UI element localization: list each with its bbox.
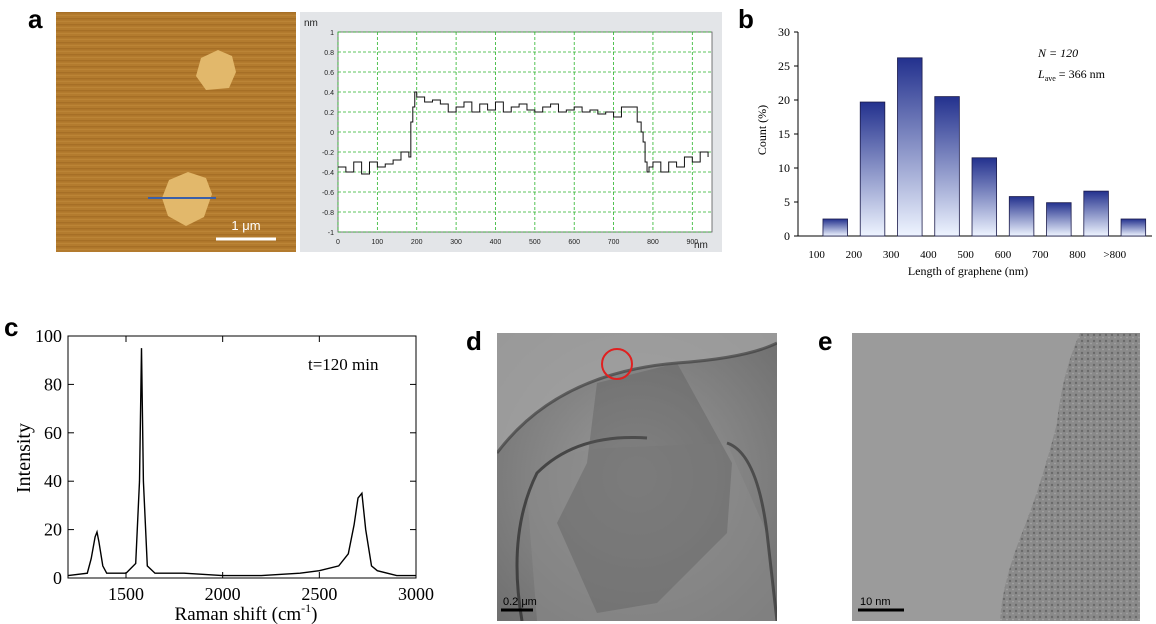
histogram-bar bbox=[971, 157, 998, 237]
profile-x-unit: nm bbox=[694, 240, 708, 251]
raman-x-label: Raman shift (cm-1) bbox=[175, 601, 318, 624]
histogram-bar bbox=[859, 101, 886, 237]
histogram-l-annotation: Lave = 366 nm bbox=[1037, 67, 1106, 83]
panel-letter-e: e bbox=[818, 326, 833, 356]
histogram-y-tick-label: 10 bbox=[778, 161, 790, 175]
raman-x-tick-label: 2000 bbox=[205, 584, 241, 604]
raman-y-label: Intensity bbox=[13, 423, 35, 493]
histogram-bar bbox=[1046, 202, 1072, 237]
histogram-n-annotation: N = 120 bbox=[1037, 46, 1078, 60]
histogram-x-tick-label: 400 bbox=[920, 249, 937, 261]
histogram-y-tick-label: 25 bbox=[778, 59, 790, 73]
raman-y-tick-label: 80 bbox=[44, 374, 62, 394]
raman-y-tick-label: 40 bbox=[44, 471, 62, 491]
raman-x-tick-label: 3000 bbox=[398, 584, 434, 604]
graphene-edge bbox=[1000, 333, 1140, 621]
tem-e-scale-bar-label: 10 nm bbox=[860, 596, 891, 608]
profile-y-tick-label: -0.4 bbox=[322, 170, 334, 177]
histogram-x-tick-label: 600 bbox=[995, 249, 1012, 261]
profile-y-tick-label: 0.6 bbox=[324, 70, 334, 77]
raman-y-tick-label: 60 bbox=[44, 423, 62, 443]
profile-x-tick-label: 800 bbox=[647, 239, 659, 246]
profile-x-tick-label: 500 bbox=[529, 239, 541, 246]
profile-y-tick-label: -0.8 bbox=[322, 210, 334, 217]
tem-d-scale-bar-label: 0.2 μm bbox=[503, 596, 537, 608]
profile-y-unit: nm bbox=[304, 18, 318, 29]
histogram-x-tick-label: 700 bbox=[1032, 249, 1049, 261]
raman-x-tick-label: 1500 bbox=[108, 584, 144, 604]
histogram-bar bbox=[897, 57, 923, 237]
profile-y-tick-label: -1 bbox=[328, 230, 334, 237]
profile-series-line bbox=[338, 91, 709, 175]
histogram-bar bbox=[1120, 218, 1147, 237]
raman-annotation: t=120 min bbox=[308, 355, 379, 374]
profile-x-tick-label: 100 bbox=[372, 239, 384, 246]
histogram-x-tick-label: 300 bbox=[883, 249, 900, 261]
profile-x-tick-label: 700 bbox=[608, 239, 620, 246]
afm-scale-bar-label: 1 μm bbox=[231, 218, 260, 233]
profile-x-tick-label: 600 bbox=[568, 239, 580, 246]
profile-y-tick-label: 0.8 bbox=[324, 50, 334, 57]
histogram-x-tick-label: 800 bbox=[1069, 249, 1086, 261]
histogram-x-label: Length of graphene (nm) bbox=[908, 264, 1028, 278]
profile-y-tick-label: -0.2 bbox=[322, 150, 334, 157]
tem-image-e: 10 nm bbox=[852, 333, 1140, 621]
profile-y-tick-label: 0.2 bbox=[324, 110, 334, 117]
graphene-flake bbox=[557, 363, 732, 613]
profile-x-tick-label: 0 bbox=[336, 239, 340, 246]
histogram-y-tick-label: 0 bbox=[784, 229, 790, 243]
histogram-y-label: Count (%) bbox=[756, 105, 769, 155]
histogram-bar bbox=[934, 96, 960, 237]
highlight-circle bbox=[601, 348, 633, 380]
histogram-y-tick-label: 20 bbox=[778, 93, 790, 107]
raman-x-tick-label: 2500 bbox=[301, 584, 337, 604]
histogram-x-tick-label: 100 bbox=[808, 249, 825, 261]
raman-y-tick-label: 0 bbox=[53, 568, 62, 588]
profile-x-tick-label: 900 bbox=[686, 239, 698, 246]
raman-series-line bbox=[67, 348, 416, 577]
raman-plot-area bbox=[67, 335, 417, 579]
histogram-bar bbox=[1083, 190, 1109, 237]
histogram-chart: 0 5 10 15 20 25 30 100 200 300 400 500 600 700 800 >80… bbox=[756, 25, 1152, 278]
panel-letter-d: d bbox=[466, 326, 482, 356]
panel-letter-b: b bbox=[738, 4, 754, 34]
height-profile-chart: 1 0.8 0.6 0.4 0.2 0 -0.2 -0.4 -0.6 -0.8 -1 0 100 200… bbox=[300, 12, 722, 252]
profile-x-tick-label: 200 bbox=[411, 239, 423, 246]
histogram-x-tick-label: 500 bbox=[957, 249, 974, 261]
tem-image-d: 0.2 μm bbox=[497, 333, 777, 621]
profile-y-tick-label: 1 bbox=[330, 30, 334, 37]
afm-flake-top bbox=[196, 50, 236, 90]
afm-image: 1 μm bbox=[56, 12, 296, 252]
profile-x-tick-label: 400 bbox=[490, 239, 502, 246]
profile-y-tick-label: 0 bbox=[330, 130, 334, 137]
profile-x-tick-label: 300 bbox=[450, 239, 462, 246]
histogram-bar bbox=[822, 218, 848, 237]
histogram-x-tick-label: 200 bbox=[846, 249, 863, 261]
histogram-y-tick-label: 15 bbox=[778, 127, 790, 141]
panel-letter-c: c bbox=[4, 312, 19, 342]
raman-y-tick-label: 20 bbox=[44, 520, 62, 540]
histogram-y-tick-label: 30 bbox=[778, 25, 790, 39]
histogram-x-tick-label: >800 bbox=[1103, 249, 1126, 261]
raman-y-tick-label: 100 bbox=[35, 326, 62, 346]
profile-y-tick-label: 0.4 bbox=[324, 90, 334, 97]
profile-y-tick-label: -0.6 bbox=[322, 190, 334, 197]
histogram-y-tick-label: 5 bbox=[784, 195, 790, 209]
panel-letter-a: a bbox=[28, 4, 43, 34]
histogram-bar bbox=[1008, 196, 1035, 237]
